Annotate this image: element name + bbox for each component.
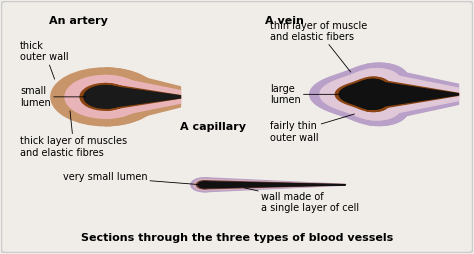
Polygon shape [366,69,458,120]
Polygon shape [204,178,346,192]
Text: very small lumen: very small lumen [63,172,199,185]
Polygon shape [310,63,409,125]
Polygon shape [366,77,458,112]
Text: An artery: An artery [48,17,108,26]
Text: A capillary: A capillary [181,122,246,132]
Polygon shape [105,75,181,118]
Polygon shape [204,179,346,190]
Polygon shape [204,181,346,189]
Circle shape [191,178,217,192]
Text: thick layer of muscles
and elastic fibres: thick layer of muscles and elastic fibre… [20,111,128,158]
Circle shape [194,179,214,190]
Text: Sections through the three types of blood vessels: Sections through the three types of bloo… [81,233,393,243]
Polygon shape [339,80,387,109]
Polygon shape [105,86,181,108]
Text: thick
outer wall: thick outer wall [20,41,69,79]
Polygon shape [204,182,346,188]
Text: small
lumen: small lumen [20,86,86,108]
Circle shape [84,86,126,108]
Circle shape [51,68,159,126]
Text: large
lumen: large lumen [270,84,340,105]
Text: thin layer of muscle
and elastic fibers: thin layer of muscle and elastic fibers [270,21,367,72]
Polygon shape [366,63,458,125]
Circle shape [80,84,130,110]
Polygon shape [320,69,401,120]
Polygon shape [366,80,458,109]
Circle shape [65,75,145,118]
Circle shape [197,181,211,189]
Text: fairly thin
outer wall: fairly thin outer wall [270,114,355,143]
Circle shape [198,182,210,188]
Polygon shape [105,68,181,126]
Polygon shape [105,84,181,110]
Text: A vein: A vein [265,17,304,26]
Polygon shape [335,77,390,112]
Text: wall made of
a single layer of cell: wall made of a single layer of cell [245,188,359,213]
